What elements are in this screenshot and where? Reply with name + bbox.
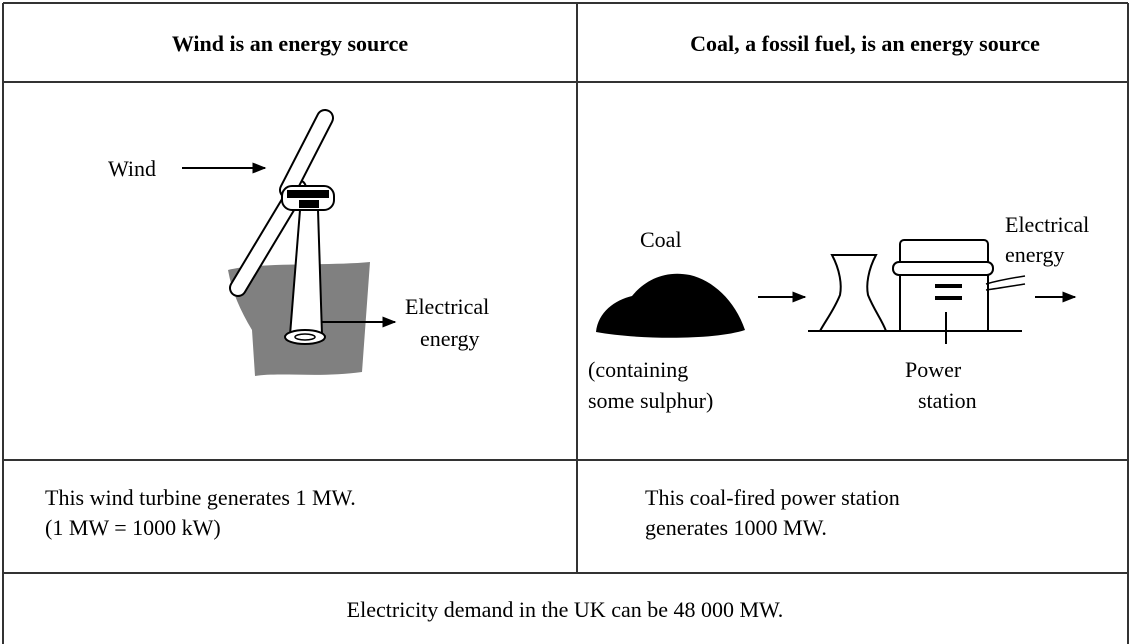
power-station: [808, 239, 1026, 344]
wind-output: energy: [420, 326, 479, 351]
coal-note: (containing: [588, 357, 688, 382]
coal-note: some sulphur): [588, 388, 713, 413]
coal-label: Coal: [640, 227, 682, 252]
station-label: station: [918, 388, 977, 413]
fact-right: This coal-fired power station: [645, 485, 900, 510]
coal-pile: [596, 273, 745, 338]
fact-right: generates 1000 MW.: [645, 515, 827, 540]
wind-label: Wind: [108, 156, 156, 181]
coal-output: Electrical: [1005, 212, 1089, 237]
wind-output: Electrical: [405, 294, 489, 319]
header-left: Wind is an energy source: [172, 31, 409, 56]
wind-turbine: [228, 109, 370, 376]
footer: Electricity demand in the UK can be 48 0…: [347, 597, 784, 622]
station-label: Power: [905, 357, 962, 382]
coal-output: energy: [1005, 242, 1064, 267]
fact-left: This wind turbine generates 1 MW.: [45, 485, 356, 510]
fact-left: (1 MW = 1000 kW): [45, 515, 221, 540]
header-right: Coal, a fossil fuel, is an energy source: [690, 31, 1040, 56]
